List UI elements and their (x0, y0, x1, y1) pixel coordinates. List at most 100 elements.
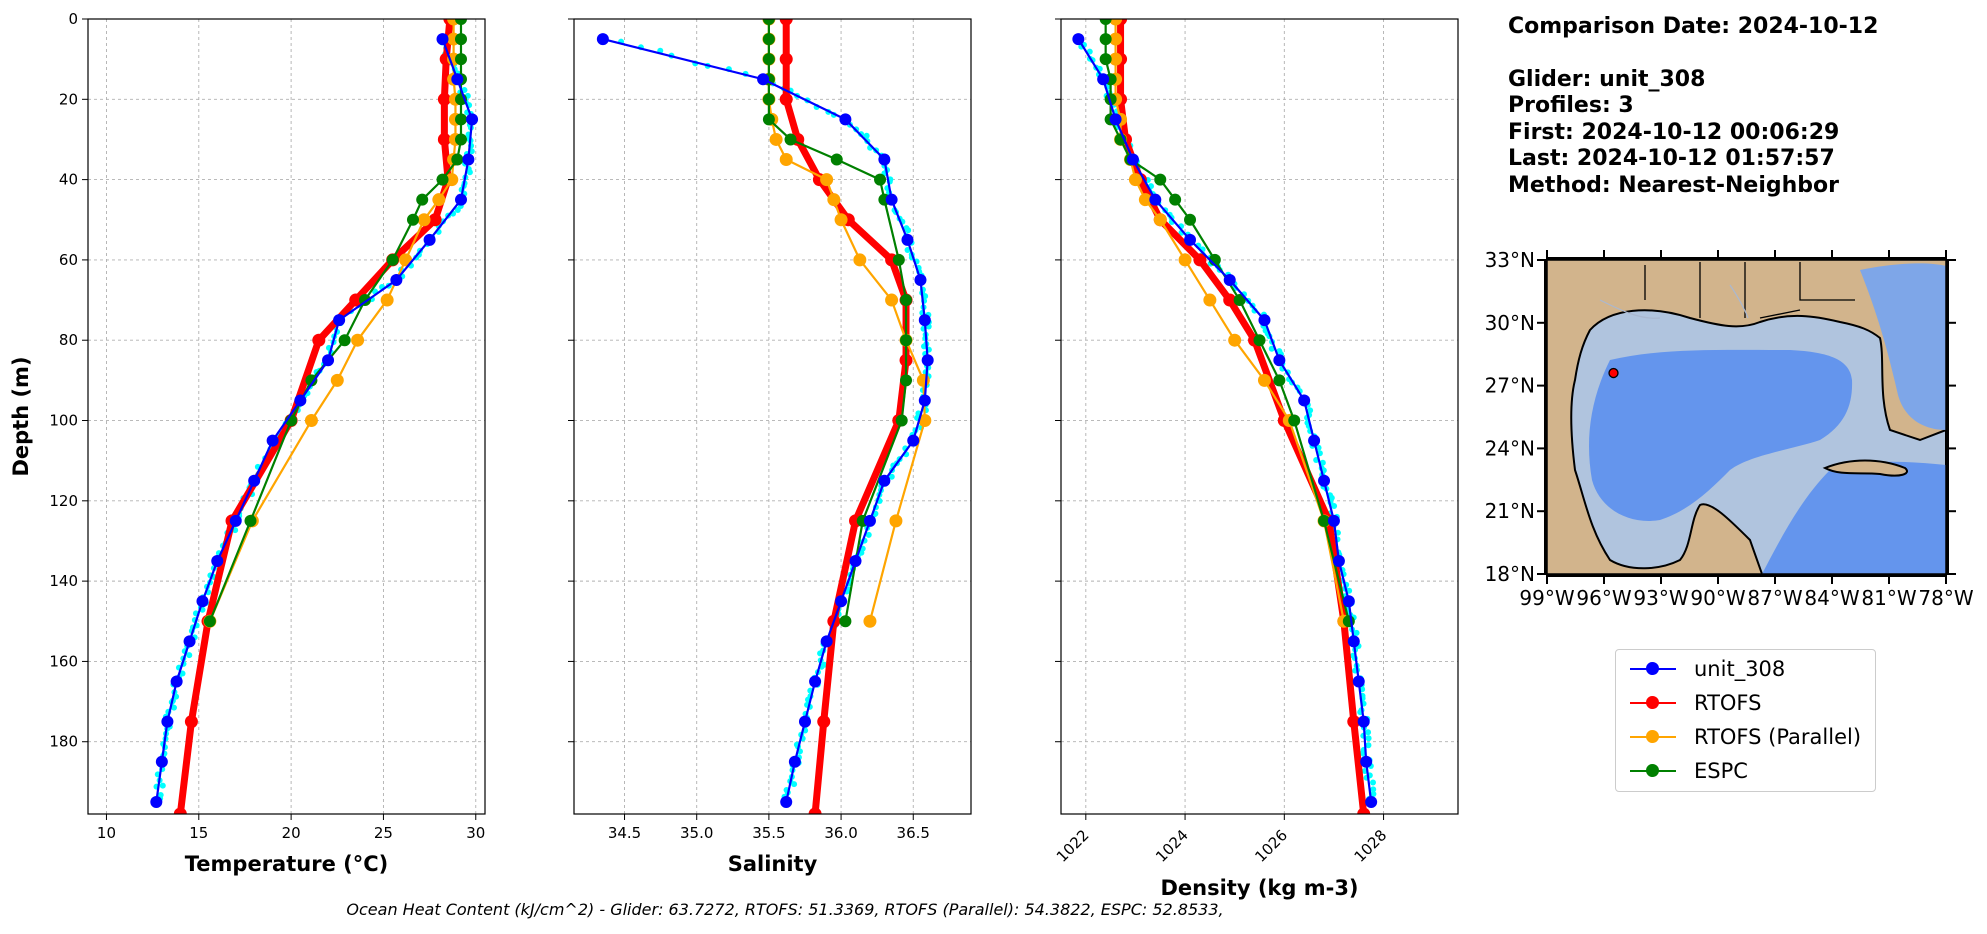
data-point-espc (454, 33, 467, 46)
data-point-rtofs (817, 715, 831, 729)
data-point-espc (900, 294, 913, 307)
series-line-rtofs-parallel (1114, 19, 1345, 622)
x-tick-label: 36.0 (824, 824, 857, 842)
data-point-rtofs-parallel (417, 213, 431, 227)
info-first: First: 2024-10-12 00:06:29 (1508, 119, 1840, 145)
data-point-espc (454, 19, 467, 25)
legend-item-rtofs-parallel: RTOFS (Parallel) (1630, 724, 1861, 750)
raw-sample-point (454, 207, 461, 214)
data-point-rtofs-parallel (1109, 19, 1123, 26)
raw-sample-point (1353, 629, 1360, 636)
legend-line-rtofs-parallel (1630, 730, 1676, 743)
series-line-unit-308 (1077, 38, 1373, 803)
data-point-unit-308 (1332, 555, 1345, 568)
data-point-espc (1253, 334, 1266, 347)
gulf-deep-water (1589, 349, 1853, 521)
series-rtofs-parallel (1109, 19, 1351, 628)
data-point-unit-308 (1109, 113, 1122, 126)
y-tick-label: 80 (59, 331, 78, 349)
data-point-unit-308 (820, 635, 833, 648)
data-point-rtofs (312, 333, 326, 347)
info-comparison-date: Comparison Date: 2024-10-12 (1508, 14, 1879, 39)
series-line-espc (1104, 19, 1350, 622)
data-point-rtofs (1357, 807, 1371, 814)
map-top-border (1547, 257, 1946, 260)
map-lon-label: 99°W (1519, 586, 1574, 610)
data-point-espc (762, 113, 775, 126)
data-point-rtofs-parallel (432, 193, 446, 207)
data-point-rtofs (808, 807, 822, 814)
map-lon-label: 84°W (1804, 586, 1859, 610)
raw-sample-point (170, 704, 177, 711)
data-point-unit-308 (1126, 153, 1139, 166)
x-tick-label: 1026 (1251, 826, 1291, 866)
data-point-espc (900, 374, 913, 387)
raw-sample-point (865, 531, 872, 538)
map-lat-label: 18°N (1485, 562, 1535, 586)
x-tick-label: 35.5 (752, 824, 785, 842)
data-point-unit-308 (798, 715, 811, 728)
y-tick-label: 20 (59, 90, 78, 108)
series-unit-308 (1072, 33, 1378, 808)
data-point-rtofs (779, 52, 793, 66)
data-point-rtofs (428, 213, 442, 227)
data-point-rtofs-parallel (330, 373, 344, 387)
data-point-unit-308 (196, 595, 209, 608)
data-point-espc (1233, 294, 1246, 307)
data-point-rtofs-parallel (1138, 193, 1152, 207)
map-right-border (1946, 260, 1949, 574)
map-lon-label: 93°W (1633, 586, 1688, 610)
series-line-unit-308 (155, 38, 474, 803)
data-point-rtofs-parallel (445, 173, 459, 187)
raw-sample-point (863, 132, 870, 139)
raw-sample-point (791, 781, 798, 788)
map-lat-label: 21°N (1485, 499, 1535, 523)
series-unit-308 (596, 33, 934, 808)
legend-line-espc (1630, 764, 1676, 777)
data-point-unit-308 (1327, 514, 1340, 527)
data-point-espc (1099, 19, 1112, 25)
series-line-unit-308 (602, 38, 929, 803)
info-profiles: Profiles: 3 (1508, 93, 1634, 118)
data-point-espc (451, 153, 464, 166)
data-point-unit-308 (451, 73, 464, 86)
series-line-rtofs (782, 19, 910, 814)
data-point-espc (830, 153, 843, 166)
y-tick-label: 160 (49, 652, 78, 670)
raw-sample-point (466, 169, 473, 176)
data-point-espc (406, 213, 419, 226)
data-point-espc (762, 33, 775, 46)
y-tick-label: 140 (49, 572, 78, 590)
map-lon-label: 90°W (1690, 586, 1745, 610)
raw-sample-point (1307, 407, 1314, 414)
data-point-rtofs-parallel (399, 253, 413, 267)
info-glider: Glider: unit_308 (1508, 66, 1706, 92)
data-point-unit-308 (229, 514, 242, 527)
legend-label-espc: ESPC (1694, 759, 1748, 783)
raw-sample-point (1268, 345, 1275, 352)
y-tick-label: 180 (49, 733, 78, 751)
data-point-rtofs-parallel (820, 173, 834, 187)
legend-line-unit-308 (1630, 662, 1676, 675)
data-point-rtofs-parallel (1128, 173, 1142, 187)
data-point-unit-308 (462, 153, 475, 166)
panel-salinity: 34.5 35.0 35.5 36.0 36.5 Salinity (568, 18, 972, 876)
data-point-unit-308 (839, 113, 852, 126)
data-point-rtofs (437, 92, 451, 106)
data-point-unit-308 (1298, 394, 1311, 407)
plot-area-temperature (150, 19, 479, 814)
data-point-rtofs-parallel (853, 253, 867, 267)
raw-sample-point (888, 473, 895, 480)
map-lon-label: 78°W (1918, 586, 1973, 610)
data-point-unit-308 (1097, 73, 1110, 86)
data-point-unit-308 (322, 354, 335, 367)
data-point-espc (874, 173, 887, 186)
data-point-espc (305, 374, 318, 387)
x-tick-label: 34.5 (608, 824, 641, 842)
rivers (1599, 284, 1749, 319)
raw-sample-point (1365, 742, 1372, 749)
x-axis-label: Temperature (°C) (185, 852, 388, 876)
data-point-espc (454, 53, 467, 66)
raw-sample-point (1370, 786, 1377, 793)
data-point-rtofs-parallel (885, 293, 899, 307)
